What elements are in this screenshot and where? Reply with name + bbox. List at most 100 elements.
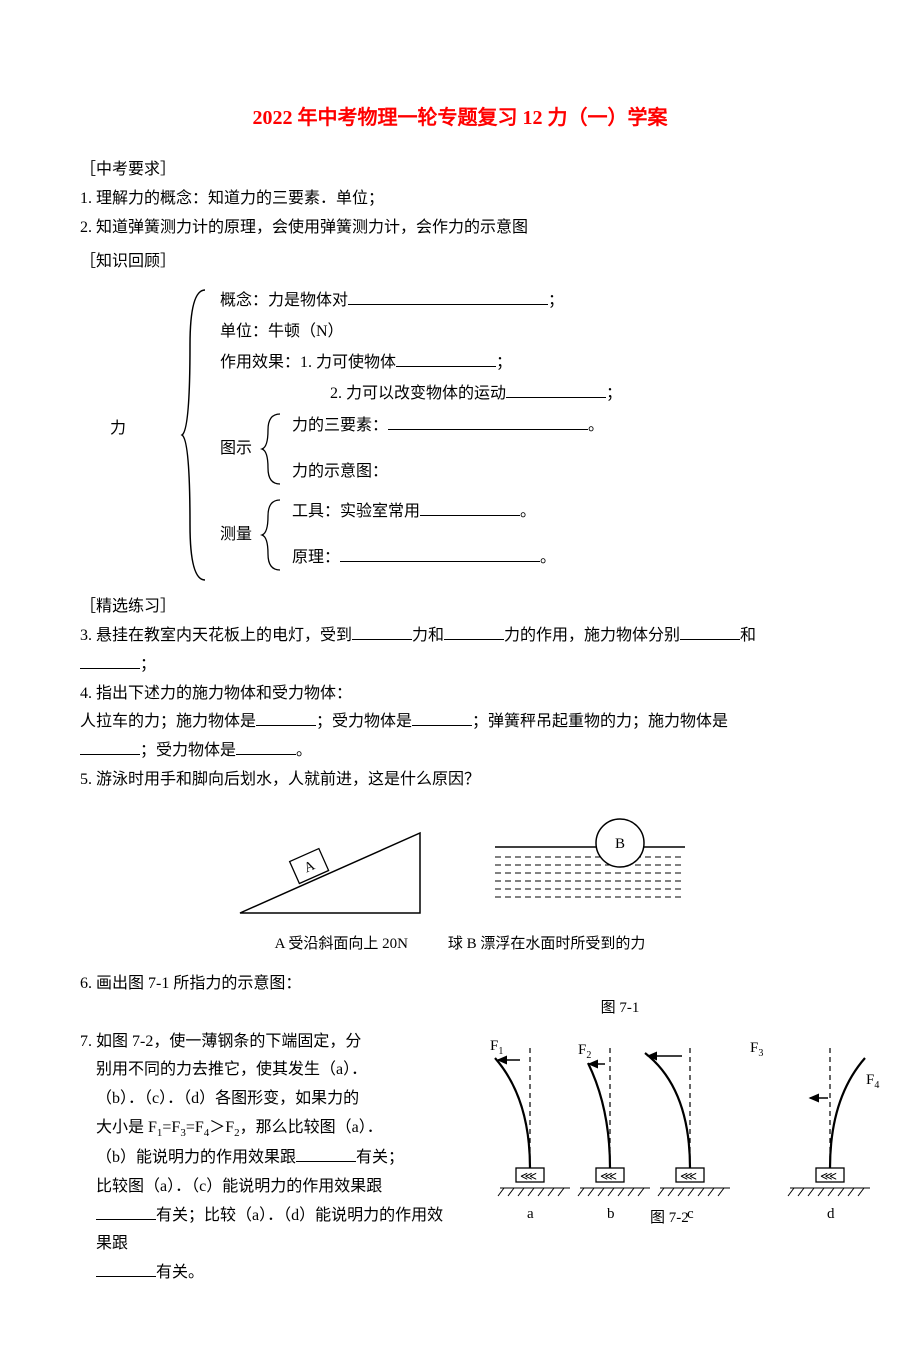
q4-head: 4. 指出下述力的施力物体和受力物体： [80, 680, 840, 709]
water-figure: B [490, 813, 690, 923]
blank [396, 350, 496, 367]
blank [680, 623, 740, 640]
req-header: ［中考要求］ [80, 156, 840, 185]
concept-post: ； [548, 292, 564, 309]
caption-b: 球 B 漂浮在水面时所受到的力 [448, 931, 646, 958]
q4-a: 人拉车的力；施力物体是 [80, 713, 256, 730]
concept-pre: 概念：力是物体对 [220, 292, 348, 309]
effect2-post: ； [606, 385, 622, 402]
fig-7-2-label: 图 7-2 [650, 1209, 689, 1226]
incline-figure: A [230, 813, 430, 923]
outline-concept: 概念：力是物体对 ； [220, 287, 840, 316]
outline-ce-tool: 工具：实验室常用 。 [292, 498, 556, 527]
q3-a: 3. 悬挂在教室内天花板上的电灯，受到 [80, 627, 352, 644]
outline-ce-prin: 原理：。 [292, 544, 556, 573]
q7-l6: 比较图（a）．（c）能说明力的作用效果跟 [96, 1178, 382, 1195]
svg-text:⋘: ⋘ [520, 1169, 537, 1183]
outline-effect1: 作用效果：1. 力可使物体 ； [220, 349, 840, 378]
q7-l2: 别用不同的力去推它，使其发生（a）． [96, 1061, 367, 1078]
q7-l1: 7. 如图 7-2，使一薄钢条的下端固定，分 [80, 1033, 361, 1050]
q7-l4a: 大小是 F [96, 1119, 157, 1136]
f4-sub: 4 [874, 1080, 879, 1091]
outline-unit: 单位：牛顿（N） [220, 318, 840, 347]
blank [420, 499, 520, 516]
blank [296, 1145, 356, 1162]
blank [388, 413, 588, 430]
req-item-1: 1. 理解力的概念：知道力的三要素．单位； [80, 185, 840, 214]
q4-e: 。 [296, 742, 312, 759]
caption-a: A 受沿斜面向上 20N [275, 931, 408, 958]
f3-label: F [750, 1040, 758, 1056]
blank [96, 1260, 156, 1277]
q7-l5a: （b）能说明力的作用效果跟 [96, 1149, 296, 1166]
svg-text:F4: F4 [866, 1072, 879, 1091]
f2-label: F [578, 1042, 586, 1058]
effect1-pre: 作用效果：1. 力可使物体 [220, 354, 396, 371]
blank [236, 738, 296, 755]
brace-icon [180, 285, 210, 585]
blank [412, 709, 472, 726]
lbl-d: d [827, 1206, 835, 1222]
q3: 3. 悬挂在教室内天花板上的电灯，受到力和力的作用，施力物体分别和 ； [80, 622, 840, 680]
blank [80, 738, 140, 755]
svg-text:F3: F3 [750, 1040, 763, 1059]
f3-sub: 3 [758, 1048, 763, 1059]
effect1-post: ； [496, 354, 512, 371]
q4-b: ；受力物体是 [316, 713, 412, 730]
review-header: ［知识回顾］ [80, 248, 840, 277]
svg-text:F2: F2 [578, 1042, 591, 1061]
q7-l4c: =F [186, 1119, 204, 1136]
blank [352, 623, 412, 640]
f4-label: F [866, 1072, 874, 1088]
q7-l4e: ，那么比较图（a）． [240, 1119, 383, 1136]
ce-tool-pre: 工具：实验室常用 [292, 503, 420, 520]
blank [348, 288, 548, 305]
q7-l8: 有关。 [156, 1264, 204, 1281]
outline-tu-sub: 力的示意图： [292, 458, 604, 487]
page-title: 2022 年中考物理一轮专题复习 12 力（一）学案 [80, 100, 840, 136]
outline-tu-label: 图示 [220, 435, 252, 464]
outline-three: 力的三要素： 。 [292, 412, 604, 441]
f1-label: F [490, 1038, 498, 1054]
q3-d: 和 [740, 627, 756, 644]
outline-root-label: 力 [110, 415, 126, 444]
q7-l3: （b）．（c）．（d）各图形变，如果力的 [96, 1090, 359, 1107]
svg-text:F1: F1 [490, 1038, 503, 1057]
steel-strip-figure: F1 F2 F3 F4 ⋘ ⋘ ⋘ ⋘ a b c d [470, 1028, 890, 1228]
lbl-b: b [607, 1206, 615, 1222]
q4-d: ；受力物体是 [140, 742, 236, 759]
outline-ce-label: 测量 [220, 521, 252, 550]
q4-c: ；弹簧秤吊起重物的力；施力物体是 [472, 713, 728, 730]
q7-l5b: 有关； [356, 1149, 404, 1166]
three-post: 。 [588, 417, 604, 434]
brace-small-icon [260, 496, 284, 574]
f1-sub: 1 [498, 1046, 503, 1057]
ce-prin-post: 。 [540, 549, 556, 566]
three-pre: 力的三要素： [292, 417, 388, 434]
force-outline: 力 概念：力是物体对 ； 单位：牛顿（N） 作用效果：1. 力可使物体 ； 2. 力… [80, 285, 840, 585]
effect2-pre: 2. 力可以改变物体的运动 [330, 385, 506, 402]
svg-text:⋘: ⋘ [680, 1169, 697, 1183]
svg-text:⋘: ⋘ [820, 1169, 837, 1183]
blank [506, 381, 606, 398]
ball-b-label: B [615, 836, 625, 852]
ce-tool-post: 。 [520, 503, 536, 520]
outline-effect2: 2. 力可以改变物体的运动 ； [330, 380, 840, 409]
q3-e: ； [140, 656, 156, 673]
blank [80, 652, 140, 669]
q5: 5. 游泳时用手和脚向后划水，人就前进，这是什么原因？ [80, 766, 840, 795]
f2-sub: 2 [586, 1050, 591, 1061]
q4: 人拉车的力；施力物体是 ；受力物体是 ；弹簧秤吊起重物的力；施力物体是 ；受力物体是… [80, 708, 840, 766]
exercise-header: ［精选练习］ [80, 593, 840, 622]
blank [444, 623, 504, 640]
svg-text:⋘: ⋘ [600, 1169, 617, 1183]
brace-small-icon [260, 410, 284, 488]
blank [96, 1203, 156, 1220]
lbl-a: a [527, 1206, 534, 1222]
q7-l4b: =F [162, 1119, 180, 1136]
q3-b: 力和 [412, 627, 444, 644]
blank [340, 545, 540, 562]
req-item-2: 2. 知道弹簧测力计的原理，会使用弹簧测力计，会作力的示意图 [80, 214, 840, 243]
blank [256, 709, 316, 726]
fig-7-1-label: 图 7-1 [400, 995, 840, 1022]
